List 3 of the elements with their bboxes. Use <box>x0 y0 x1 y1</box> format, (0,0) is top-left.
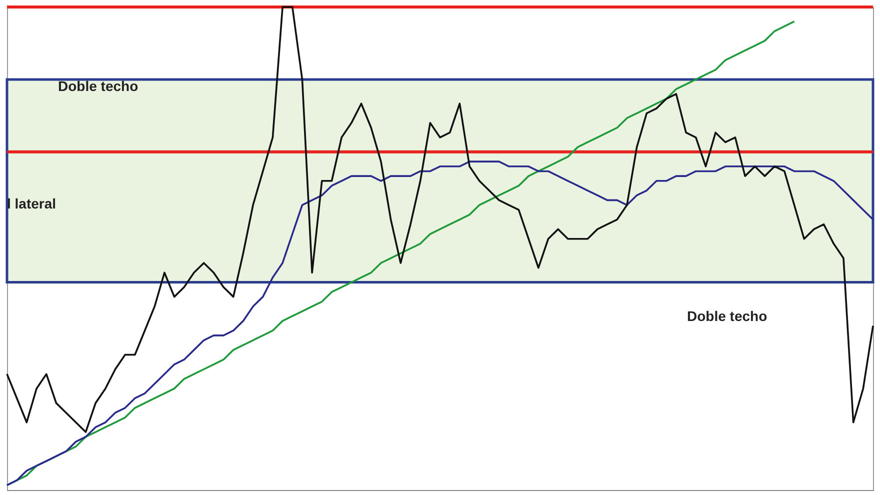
annotation: l lateral <box>7 195 56 212</box>
annotation: Doble techo <box>687 308 768 324</box>
annotation: Doble techo <box>58 78 138 94</box>
